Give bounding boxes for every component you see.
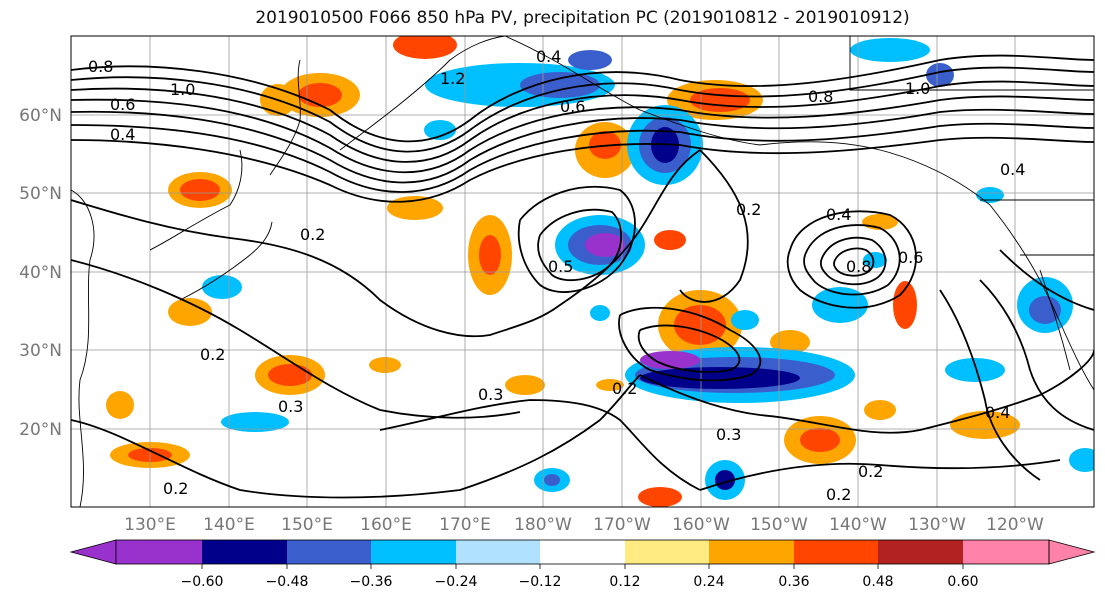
contour-label: 0.2 — [300, 225, 325, 244]
colorbar-segment — [540, 540, 625, 564]
lat-label: 40°N — [19, 263, 62, 283]
colorbar-tick-label: 0.12 — [609, 574, 640, 590]
lon-label: 180°W — [514, 515, 572, 535]
lon-label: 120°W — [986, 515, 1044, 535]
colorbar-segment — [456, 540, 540, 564]
contour-label: 0.5 — [548, 257, 573, 276]
lon-label: 170°W — [593, 515, 651, 535]
contour-label: 1.0 — [905, 79, 930, 98]
lon-label: 140°W — [829, 515, 887, 535]
contour-label: 0.6 — [110, 95, 135, 114]
colorbar-segment — [794, 540, 878, 564]
colorbar-segment — [963, 540, 1049, 564]
coastlines — [71, 36, 1094, 507]
figure-title: 2019010500 F066 850 hPa PV, precipitatio… — [255, 8, 910, 28]
contour-label: 0.4 — [536, 47, 561, 66]
colorbar-frame — [115, 539, 1050, 565]
longitude-labels: 130°E 140°E 150°E 160°E 170°E 180°W 170°… — [124, 515, 1044, 535]
colorbar-tick-label: −0.12 — [519, 574, 562, 590]
lon-label: 160°E — [360, 515, 412, 535]
contour-label: 1.2 — [440, 69, 465, 88]
colorbar: −0.60 −0.48 −0.36 −0.24 −0.12 0.12 0.24 … — [69, 539, 1096, 590]
colorbar-tick-label: 0.36 — [778, 574, 809, 590]
colorbar-tick-label: −0.36 — [350, 574, 393, 590]
pv-contours — [71, 54, 1094, 499]
colorbar-tick-label: −0.48 — [266, 574, 309, 590]
contour-label: 0.3 — [278, 397, 303, 416]
contour-label: 0.2 — [612, 379, 637, 398]
contour-label: 1.0 — [170, 80, 195, 99]
contour-label: 0.3 — [478, 385, 503, 404]
precipitation-shading — [106, 36, 1094, 507]
negative-anomaly-blob — [202, 38, 1094, 500]
contour-label: 0.2 — [163, 479, 188, 498]
contour-label: 0.2 — [200, 345, 225, 364]
lon-label: 140°E — [203, 515, 255, 535]
colorbar-segment — [287, 540, 371, 564]
contour-label: 0.2 — [736, 200, 761, 219]
lat-label: 50°N — [19, 184, 62, 204]
contour-label: 0.6 — [898, 248, 923, 267]
latitude-labels: 60°N 50°N 40°N 30°N 20°N — [19, 106, 62, 440]
colorbar-tick-label: 0.24 — [693, 574, 724, 590]
contour-label: 0.8 — [88, 57, 113, 76]
lon-label: 160°W — [672, 515, 730, 535]
contour-label: 0.8 — [808, 87, 833, 106]
contour-label: 0.4 — [110, 125, 135, 144]
colorbar-segment — [202, 540, 287, 564]
colorbar-segment — [116, 540, 202, 564]
colorbar-segment — [709, 540, 794, 564]
lon-label: 130°E — [124, 515, 176, 535]
map-frame — [70, 35, 1095, 508]
lon-label: 130°W — [908, 515, 966, 535]
colorbar-segment — [625, 540, 709, 564]
contour-label: 0.3 — [716, 425, 741, 444]
colorbar-max-extension — [1048, 539, 1096, 565]
contour-label: 0.2 — [858, 462, 883, 481]
lon-label: 150°E — [281, 515, 333, 535]
contour-label: 0.8 — [846, 257, 871, 276]
colorbar-tick-label: −0.24 — [435, 574, 478, 590]
lat-label: 60°N — [19, 106, 62, 126]
colorbar-segment — [371, 540, 456, 564]
contour-label: 0.6 — [560, 97, 585, 116]
colorbar-min-extension — [69, 539, 117, 565]
colorbar-tick-label: 0.48 — [862, 574, 893, 590]
contour-label: 0.4 — [826, 205, 851, 224]
lon-label: 170°E — [439, 515, 491, 535]
lat-label: 30°N — [19, 341, 62, 361]
colorbar-tick-label: 0.60 — [947, 574, 978, 590]
contour-label: 0.2 — [826, 485, 851, 504]
lat-label: 20°N — [19, 420, 62, 440]
colorbar-tick-label: −0.60 — [181, 574, 224, 590]
contour-label: 0.4 — [1000, 160, 1025, 179]
colorbar-segment — [878, 540, 963, 564]
contour-labels: 0.8 1.0 0.6 0.4 0.2 0.2 0.3 0.3 0.2 0.2 … — [88, 47, 1025, 504]
contour-label: 0.4 — [985, 403, 1010, 422]
lon-label: 150°W — [750, 515, 808, 535]
